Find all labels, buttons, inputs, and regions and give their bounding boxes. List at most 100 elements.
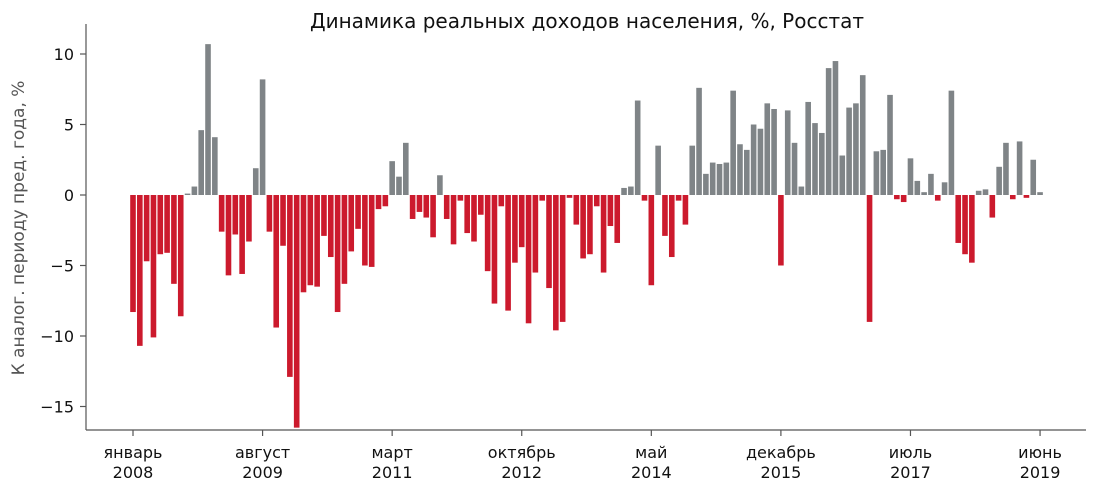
bar [505, 195, 511, 311]
x-tick-label-month: январь [104, 443, 163, 462]
bar [873, 151, 880, 195]
bar [389, 161, 395, 195]
bar [805, 101, 811, 195]
bar [791, 142, 798, 195]
bar [682, 195, 689, 225]
bar [839, 155, 846, 195]
bar [934, 195, 941, 201]
bar [737, 144, 743, 195]
bar [355, 195, 361, 229]
bar [416, 195, 423, 212]
chart-title: Динамика реальных доходов населения, %, … [310, 9, 864, 33]
bar [764, 103, 771, 195]
bar [559, 195, 566, 322]
bar [580, 195, 586, 259]
bar [348, 195, 355, 252]
bar [689, 145, 696, 195]
x-tick-label-year: 2015 [761, 463, 802, 482]
bar [832, 61, 839, 195]
bar [518, 195, 525, 248]
bar [696, 87, 702, 195]
bar [866, 195, 873, 322]
bar [314, 195, 320, 287]
bar [423, 195, 430, 218]
bar [859, 75, 866, 195]
bar [757, 128, 764, 195]
bar [327, 195, 334, 258]
bar [539, 195, 545, 201]
x-tick-label-year: 2014 [631, 463, 672, 482]
bar [778, 195, 784, 266]
bar [191, 186, 198, 195]
bar [341, 195, 348, 284]
bar [375, 195, 382, 210]
bar [1023, 195, 1030, 198]
bar [532, 195, 539, 273]
bar [1016, 141, 1023, 195]
bar [614, 195, 621, 243]
bar [989, 195, 996, 218]
bar [573, 195, 580, 225]
bar [894, 195, 900, 200]
bar [1009, 195, 1016, 200]
bar [668, 195, 675, 258]
x-tick-label-month: май [635, 443, 667, 462]
bar [225, 195, 232, 276]
bar [321, 195, 327, 236]
x-tick-label-month: июнь [1018, 443, 1062, 462]
bar [853, 103, 859, 195]
bar [723, 162, 730, 195]
bar [771, 108, 777, 195]
bar [750, 124, 757, 195]
y-tick-label: −10 [40, 327, 74, 346]
bar [403, 142, 409, 195]
bar [184, 193, 191, 195]
bar [634, 100, 641, 195]
bar [900, 195, 907, 203]
bar [928, 173, 934, 195]
x-tick-label-year: 2009 [242, 463, 283, 482]
bar [628, 186, 634, 195]
bar [587, 195, 593, 255]
bar [177, 195, 184, 317]
y-tick-label: 5 [64, 116, 74, 135]
bar [259, 79, 266, 195]
y-tick-label: −15 [40, 398, 74, 417]
x-tick-label-year: 2008 [113, 463, 154, 482]
bar [941, 182, 948, 195]
bar [607, 195, 614, 227]
x-tick-label-year: 2017 [890, 463, 931, 482]
bar [205, 44, 211, 195]
bar [396, 176, 402, 195]
bar [880, 149, 886, 195]
bar [784, 110, 791, 195]
bar [962, 195, 968, 255]
bar [443, 195, 450, 219]
bar [648, 195, 655, 286]
x-tick-label-year: 2011 [372, 463, 413, 482]
bar [1003, 142, 1009, 195]
bar [212, 137, 218, 195]
bars-group [130, 44, 1043, 428]
bar [300, 195, 307, 293]
bar [334, 195, 341, 313]
bar [641, 195, 648, 201]
bar [975, 190, 982, 195]
bar [996, 166, 1002, 195]
bar [246, 195, 252, 242]
bar [600, 195, 607, 273]
bar [266, 195, 273, 232]
bar [716, 163, 723, 195]
bar [471, 195, 477, 242]
bar [157, 195, 164, 255]
x-tick-label-year: 2019 [1020, 463, 1061, 482]
bar [198, 130, 204, 195]
bar [130, 195, 136, 313]
bar [546, 195, 552, 289]
bar [907, 158, 914, 195]
bar [730, 90, 736, 195]
bar [498, 195, 505, 207]
bar [1030, 159, 1037, 195]
bar [437, 175, 443, 195]
